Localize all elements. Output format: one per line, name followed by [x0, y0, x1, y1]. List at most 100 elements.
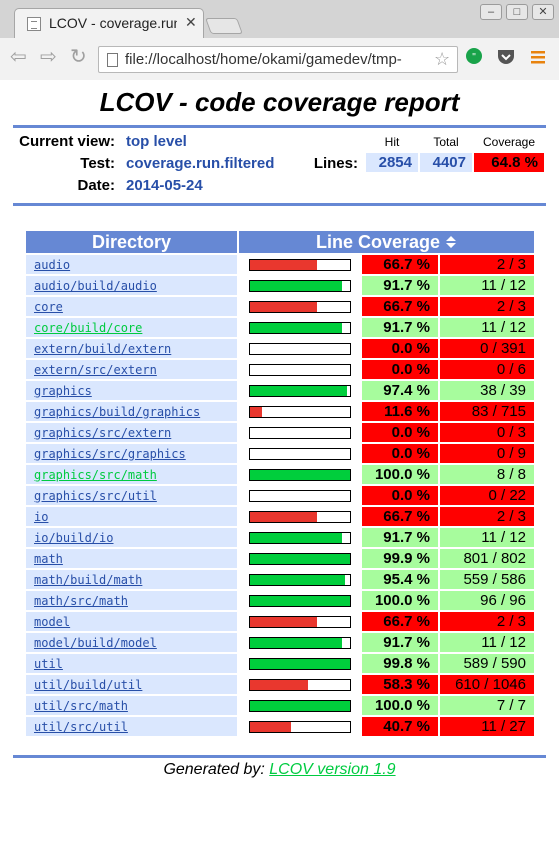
- directory-link[interactable]: util: [34, 656, 63, 671]
- directory-link[interactable]: extern/src/extern: [34, 362, 157, 377]
- coverage-bar-fill: [250, 616, 317, 627]
- coverage-bar-cell: [239, 255, 360, 274]
- directory-link[interactable]: math/build/math: [34, 572, 143, 587]
- table-row: math 99.9 % 801 / 802: [26, 549, 534, 568]
- coverage-bar-cell: [239, 339, 360, 358]
- table-row: audio/build/audio 91.7 % 11 / 12: [26, 276, 534, 295]
- coverage-count: 2 / 3: [440, 612, 534, 631]
- directory-link[interactable]: core/build/core: [34, 320, 143, 335]
- directory-cell: io/build/io: [26, 528, 237, 547]
- coverage-count: 38 / 39: [440, 381, 534, 400]
- table-row: core 66.7 % 2 / 3: [26, 297, 534, 316]
- sort-icon[interactable]: [445, 235, 457, 249]
- coverage-percent: 0.0 %: [362, 360, 438, 379]
- address-bar[interactable]: file://localhost/home/okami/gamedev/tmp-…: [98, 46, 458, 73]
- tab-title: LCOV - coverage.run.f: [49, 15, 177, 31]
- coverage-percent: 0.0 %: [362, 486, 438, 505]
- page-content: LCOV - code coverage report Current view…: [0, 81, 559, 845]
- coverage-percent: 0.0 %: [362, 444, 438, 463]
- hangouts-icon[interactable]: ": [464, 47, 484, 67]
- coverage-count: 96 / 96: [440, 591, 534, 610]
- directory-link[interactable]: util/src/math: [34, 698, 128, 713]
- directory-link[interactable]: audio/build/audio: [34, 278, 157, 293]
- directory-cell: graphics: [26, 381, 237, 400]
- coverage-bar-fill: [250, 469, 350, 480]
- coverage-bar-cell: [239, 549, 360, 568]
- directory-link[interactable]: graphics: [34, 383, 92, 398]
- table-row: graphics 97.4 % 38 / 39: [26, 381, 534, 400]
- table-row: graphics/src/util 0.0 % 0 / 22: [26, 486, 534, 505]
- coverage-bar-cell: [239, 528, 360, 547]
- table-row: util/src/math 100.0 % 7 / 7: [26, 696, 534, 715]
- directory-cell: graphics/src/extern: [26, 423, 237, 442]
- directory-link[interactable]: extern/build/extern: [34, 341, 172, 356]
- directory-link[interactable]: math: [34, 551, 63, 566]
- coverage-bar-cell: [239, 717, 360, 736]
- address-url[interactable]: file://localhost/home/okami/gamedev/tmp-: [125, 51, 402, 68]
- directory-column-header[interactable]: Directory: [26, 231, 237, 253]
- coverage-bar-fill: [250, 280, 342, 291]
- table-row: core/build/core 91.7 % 11 / 12: [26, 318, 534, 337]
- footer: Generated by: LCOV version 1.9: [0, 761, 559, 779]
- maximize-button[interactable]: □: [506, 4, 528, 20]
- tab-close-icon[interactable]: ✕: [185, 14, 197, 30]
- footer-rule: [13, 755, 546, 758]
- directory-link[interactable]: io: [34, 509, 49, 524]
- current-view-link[interactable]: top level: [126, 133, 187, 150]
- coverage-count: 0 / 22: [440, 486, 534, 505]
- header-rule-bottom: [13, 203, 546, 206]
- coverage-percent: 0.0 %: [362, 339, 438, 358]
- coverage-count: 0 / 3: [440, 423, 534, 442]
- directory-link[interactable]: graphics/src/graphics: [34, 446, 186, 461]
- directory-link[interactable]: model/build/model: [34, 635, 157, 650]
- directory-link[interactable]: model: [34, 614, 71, 629]
- coverage-bar: [249, 552, 351, 565]
- coverage-percent: 58.3 %: [362, 675, 438, 694]
- coverage-percent: 91.7 %: [362, 633, 438, 652]
- directory-link[interactable]: io/build/io: [34, 530, 114, 545]
- directory-link[interactable]: graphics/src/extern: [34, 425, 172, 440]
- directory-cell: math/build/math: [26, 570, 237, 589]
- back-icon[interactable]: ⇦: [10, 46, 27, 68]
- lcov-version-link[interactable]: LCOV version 1.9: [269, 761, 396, 778]
- close-window-button[interactable]: ✕: [532, 4, 554, 20]
- minimize-button[interactable]: –: [480, 4, 502, 20]
- directory-link[interactable]: graphics/src/util: [34, 488, 157, 503]
- coverage-bar: [249, 384, 351, 397]
- directory-link[interactable]: util/src/util: [34, 719, 128, 734]
- coverage-count: 8 / 8: [440, 465, 534, 484]
- bookmark-star-icon[interactable]: ☆: [434, 49, 451, 69]
- forward-icon[interactable]: ⇨: [40, 46, 57, 68]
- directory-link[interactable]: core: [34, 299, 63, 314]
- line-coverage-column-header[interactable]: Line Coverage: [239, 231, 534, 253]
- coverage-percent: 66.7 %: [362, 255, 438, 274]
- coverage-count: 0 / 9: [440, 444, 534, 463]
- pocket-icon[interactable]: [496, 47, 516, 67]
- directory-link[interactable]: audio: [34, 257, 71, 272]
- new-tab-button[interactable]: [205, 18, 243, 34]
- directory-link[interactable]: math/src/math: [34, 593, 128, 608]
- tab-strip: LCOV - coverage.run.f ✕ – □ ✕: [0, 0, 559, 38]
- table-row: util 99.8 % 589 / 590: [26, 654, 534, 673]
- coverage-bar-fill: [250, 700, 350, 711]
- directory-link[interactable]: graphics/build/graphics: [34, 404, 201, 419]
- coverage-bar-fill: [250, 532, 342, 543]
- tab-active[interactable]: LCOV - coverage.run.f ✕: [14, 8, 204, 38]
- coverage-percent: 91.7 %: [362, 318, 438, 337]
- lines-hit-value: 2854: [366, 153, 418, 172]
- directory-link[interactable]: util/build/util: [34, 677, 143, 692]
- lines-label: Lines:: [313, 155, 358, 172]
- reload-icon[interactable]: ↻: [70, 46, 87, 68]
- coverage-count: 11 / 12: [440, 276, 534, 295]
- directory-cell: util/build/util: [26, 675, 237, 694]
- total-column-header: Total: [433, 135, 459, 149]
- coverage-bar: [249, 510, 351, 523]
- directory-cell: core: [26, 297, 237, 316]
- menu-icon[interactable]: [528, 47, 548, 67]
- coverage-bar-cell: [239, 381, 360, 400]
- coverage-bar: [249, 468, 351, 481]
- directory-link[interactable]: graphics/src/math: [34, 467, 157, 482]
- directory-cell: util/src/util: [26, 717, 237, 736]
- coverage-bar-fill: [250, 511, 317, 522]
- coverage-bar-fill: [250, 637, 342, 648]
